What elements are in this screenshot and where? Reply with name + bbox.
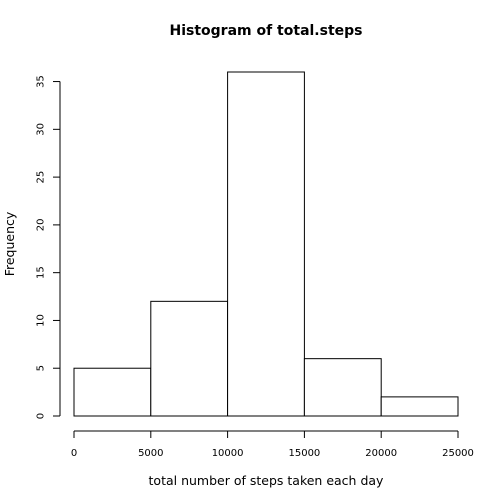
y-tick-label: 20 [36,219,47,232]
histogram-bar-4 [303,358,382,417]
y-axis-label: Frequency [2,211,17,276]
y-tick-label: 30 [36,123,47,136]
y-tick-label: 5 [36,365,47,371]
histogram-bar-1 [73,367,152,417]
x-tick-label: 10000 [212,448,244,459]
histogram-bar-3 [227,71,305,417]
x-tick-label: 0 [71,448,77,459]
x-tick-label: 15000 [288,448,320,459]
y-tick-label: 0 [36,413,47,419]
chart-title: Histogram of total.steps [169,23,362,39]
x-axis-label: total number of steps taken each day [149,473,385,488]
x-tick-label: 5000 [138,448,163,459]
histogram-bar-5 [380,396,459,417]
y-tick-label: 10 [36,314,47,327]
x-axis: 0 5000 10000 15000 20000 25000 [71,430,474,459]
y-tick-label: 35 [36,75,47,88]
y-axis: 0 5 10 15 20 25 30 35 [36,75,61,419]
y-tick-label: 25 [36,171,47,184]
x-tick-label: 20000 [365,448,397,459]
histogram-bar-2 [150,300,229,417]
x-tick-label: 25000 [442,448,474,459]
y-tick-label: 15 [36,266,47,279]
bars-group [73,71,459,417]
